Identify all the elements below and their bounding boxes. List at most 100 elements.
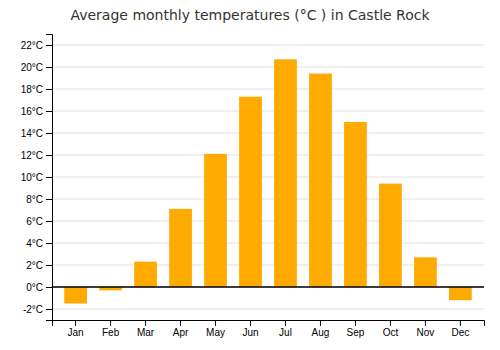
grid-line [52, 287, 484, 288]
x-tick-label: Aug [312, 327, 330, 338]
x-tick-mark [110, 320, 111, 326]
x-tick-label: Apr [173, 327, 189, 338]
y-tick: 2°C [26, 260, 52, 271]
x-tick-label: Feb [102, 327, 120, 338]
plot: -2°C 0°C 2°C 4°C 6°C 8°C 10°C 12°C 14°C 16°C 18°C 2… [21, 35, 485, 339]
grid [52, 45, 484, 309]
y-tick: 20°C [21, 62, 52, 73]
x-tick-mark [145, 320, 146, 326]
x-axis-line [53, 321, 485, 327]
x-tick: Mar [137, 320, 155, 338]
x-tick-label: Sep [347, 327, 365, 338]
y-tick-mark [46, 221, 52, 222]
bar [309, 74, 332, 287]
bar [239, 97, 262, 287]
x-tick-mark [285, 320, 286, 326]
bar [134, 262, 157, 287]
y-tick-mark [46, 45, 52, 46]
x-tick: Jul [279, 320, 292, 338]
x-tick-label: Nov [417, 327, 435, 338]
grid-line [52, 309, 484, 310]
zero-line [52, 286, 484, 288]
bar [64, 287, 87, 304]
x-tick-mark [390, 320, 391, 326]
y-tick: 6°C [26, 216, 52, 227]
y-tick-label: 0°C [26, 282, 43, 293]
x-tick: Oct [383, 320, 399, 338]
y-tick: 10°C [21, 172, 52, 183]
bar [344, 122, 367, 287]
grid-line [52, 45, 484, 46]
grid-line [52, 155, 484, 156]
y-tick-mark [46, 265, 52, 266]
y-tick-label: 10°C [21, 172, 43, 183]
bars [64, 59, 472, 303]
y-tick-mark [46, 133, 52, 134]
y-tick-label: 4°C [26, 238, 43, 249]
x-tick: Nov [417, 320, 435, 338]
y-tick: 22°C [21, 40, 52, 51]
x-tick: Apr [173, 320, 189, 338]
x-tick: Sep [347, 320, 365, 338]
bar [379, 184, 402, 287]
y-tick-mark [46, 287, 52, 288]
x-tick: Jan [68, 320, 84, 338]
y-tick-label: 6°C [26, 216, 43, 227]
x-tick: Dec [451, 320, 469, 338]
y-axis-line [46, 35, 53, 321]
y-tick-label: 2°C [26, 260, 43, 271]
x-tick-mark [320, 320, 321, 326]
y-tick: -2°C [23, 304, 52, 315]
y-tick-mark [46, 177, 52, 178]
x-tick-label: Jan [68, 327, 84, 338]
y-tick: 18°C [21, 84, 52, 95]
y-tick-label: 12°C [21, 150, 43, 161]
x-tick-mark [180, 320, 181, 326]
title: Average monthly temperatures (°C ) in Ca… [70, 7, 430, 23]
x-tick-mark [215, 320, 216, 326]
y-axis: -2°C 0°C 2°C 4°C 6°C 8°C 10°C 12°C 14°C 16°C 18°C 2… [21, 35, 53, 321]
bar [449, 287, 472, 300]
y-tick: 4°C [26, 238, 52, 249]
y-tick-label: 14°C [21, 128, 43, 139]
y-tick-mark [46, 67, 52, 68]
grid-line [52, 221, 484, 222]
x-tick-label: May [206, 327, 225, 338]
y-tick-label: 18°C [21, 84, 43, 95]
y-tick-mark [46, 89, 52, 90]
y-tick-mark [46, 243, 52, 244]
bar [274, 59, 297, 287]
x-tick-label: Jun [242, 327, 258, 338]
x-tick: Feb [102, 320, 120, 338]
bar [204, 154, 227, 287]
y-tick-label: 8°C [26, 194, 43, 205]
x-tick-label: Mar [137, 327, 155, 338]
grid-line [52, 133, 484, 134]
x-tick: Jun [242, 320, 258, 338]
y-tick: 14°C [21, 128, 52, 139]
x-tick-label: Jul [279, 327, 292, 338]
y-tick-mark [46, 199, 52, 200]
x-axis: Jan Feb Mar Apr May Jun Jul Aug Sep Oct Nov Dec [53, 320, 485, 338]
y-tick-label: 22°C [21, 40, 43, 51]
y-tick-label: 20°C [21, 62, 43, 73]
x-tick-mark [250, 320, 251, 326]
y-tick: 16°C [21, 106, 52, 117]
x-tick-mark [425, 320, 426, 326]
y-tick-mark [46, 309, 52, 310]
y-tick-mark [46, 155, 52, 156]
x-tick-label: Oct [383, 327, 399, 338]
y-tick-label: -2°C [23, 304, 43, 315]
bar [414, 257, 437, 287]
bar [169, 209, 192, 287]
grid-line [52, 89, 484, 90]
grid-line [52, 67, 484, 68]
x-tick: May [206, 320, 225, 338]
y-tick-label: 16°C [21, 106, 43, 117]
y-tick: 0°C [26, 282, 52, 293]
x-tick-mark [75, 320, 76, 326]
x-tick-mark [460, 320, 461, 326]
y-tick: 12°C [21, 150, 52, 161]
x-tick-mark [355, 320, 356, 326]
x-tick: Aug [312, 320, 330, 338]
